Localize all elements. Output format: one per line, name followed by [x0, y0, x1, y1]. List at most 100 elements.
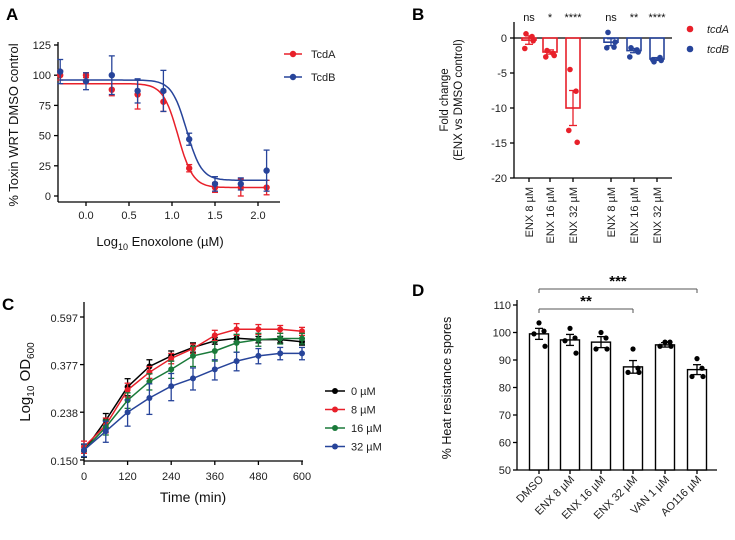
- b-significance-label: ns: [523, 12, 535, 24]
- d-point: [531, 331, 537, 337]
- c-point-16 µM: [255, 336, 262, 343]
- c-point-16 µM: [233, 339, 240, 346]
- c-point-16 µM: [299, 335, 305, 342]
- b-legend-label-tcdB: tcdB: [707, 44, 729, 56]
- d-point: [536, 320, 542, 326]
- a-point-TcdB: [57, 68, 64, 75]
- d-point: [542, 343, 548, 349]
- a-fit-curve-TcdB: [60, 79, 269, 182]
- panel-label-c: C: [2, 295, 14, 314]
- c-xtick-label: 120: [118, 471, 136, 483]
- b-point-tcdB: [658, 57, 664, 64]
- c-legend-label-8 µM: 8 µM: [351, 405, 376, 417]
- d-bar: [559, 339, 581, 471]
- b-point-tcdB: [612, 39, 618, 45]
- c-legend-marker-8 µM: [332, 406, 338, 413]
- c-point-16 µM: [277, 335, 284, 342]
- d-ytick-label: 60: [499, 438, 511, 450]
- b-ylabel-line1: Fold change: [439, 68, 451, 131]
- d-point: [630, 346, 636, 352]
- c-point-32 µM: [211, 366, 218, 373]
- b-xtick-label: ENX 32 µM: [652, 187, 664, 243]
- d-point: [689, 373, 695, 380]
- c-point-8 µM: [168, 355, 175, 362]
- b-point-tcdA: [573, 88, 579, 94]
- d-bar: [654, 344, 676, 471]
- d-point: [598, 329, 604, 336]
- a-point-TcdB: [134, 87, 141, 95]
- a-xlabel: Log10 Enoxolone (µM): [96, 234, 223, 252]
- a-legend-marker-TcdB: [289, 73, 297, 81]
- b-xtick-label: ENX 32 µM: [568, 187, 580, 243]
- c-xtick-label: 600: [293, 471, 311, 483]
- b-ytick-label: -20: [491, 173, 507, 185]
- a-legend-label-TcdA: TcdA: [311, 49, 336, 61]
- a-point-TcdB: [237, 180, 244, 188]
- a-point-TcdB: [160, 87, 167, 95]
- d-ytick-label: 70: [499, 410, 511, 422]
- c-point-32 µM: [102, 428, 109, 435]
- b-ytick-label: 0: [501, 33, 507, 45]
- b-legend-label-tcdA: tcdA: [707, 24, 729, 36]
- b-ytick-label: -5: [497, 68, 507, 80]
- c-point-32 µM: [124, 409, 131, 416]
- c-legend-label-32 µM: 32 µM: [351, 442, 382, 454]
- b-point-tcdB: [604, 45, 610, 51]
- c-point-16 µM: [146, 378, 153, 385]
- b-point-tcdB: [605, 29, 611, 36]
- c-point-32 µM: [299, 350, 305, 357]
- b-point-tcdB: [627, 54, 633, 60]
- c-point-32 µM: [190, 375, 196, 382]
- c-legend-label-16 µM: 16 µM: [351, 423, 382, 435]
- c-point-8 µM: [277, 326, 284, 333]
- b-xtick-label: ENX 16 µM: [545, 187, 557, 243]
- c-point-32 µM: [81, 447, 87, 454]
- a-xtick-label: 0.0: [78, 210, 93, 222]
- b-point-tcdA: [530, 38, 536, 44]
- a-xtick-label: 2.0: [250, 210, 265, 222]
- d-point: [573, 350, 579, 356]
- c-point-32 µM: [233, 358, 240, 365]
- a-point-TcdA: [186, 165, 193, 172]
- a-point-TcdB: [211, 180, 219, 188]
- d-significance-label: ***: [609, 273, 627, 290]
- a-xtick-label: 0.5: [121, 210, 136, 222]
- d-bar: [622, 366, 644, 471]
- d-point: [699, 365, 705, 371]
- d-point: [603, 335, 609, 341]
- c-ytick-label: 0.597: [50, 313, 78, 325]
- a-fit-curve-TcdA: [60, 82, 269, 189]
- d-point: [662, 339, 668, 345]
- a-ytick-label: 0: [45, 191, 51, 203]
- a-legend-marker-TcdA: [289, 50, 297, 58]
- b-legend-marker-tcdA: [686, 25, 694, 33]
- c-ytick-label: 0.150: [50, 456, 78, 468]
- b-point-tcdA: [522, 45, 528, 52]
- b-point-tcdA: [523, 31, 529, 37]
- b-point-tcdB: [650, 56, 656, 63]
- c-ytick-label: 0.377: [50, 361, 78, 373]
- c-point-32 µM: [255, 352, 262, 359]
- c-xtick-label: 240: [162, 471, 180, 483]
- d-ytick-label: 100: [493, 328, 511, 340]
- c-point-32 µM: [277, 350, 284, 357]
- c-point-8 µM: [255, 326, 262, 333]
- b-ylabel-line2: (ENX vs DMSO control): [453, 39, 465, 161]
- b-point-tcdA: [574, 139, 580, 146]
- a-ytick-label: 50: [39, 131, 51, 143]
- d-point: [572, 335, 578, 341]
- d-point: [667, 339, 673, 345]
- d-point: [636, 369, 642, 375]
- c-legend-marker-32 µM: [332, 443, 338, 450]
- b-xtick-label: ENX 16 µM: [629, 187, 641, 243]
- a-ytick-label: 125: [33, 40, 51, 52]
- panel-label-d: D: [412, 281, 424, 300]
- c-legend-label-0 µM: 0 µM: [351, 386, 376, 398]
- b-point-tcdA: [543, 54, 549, 60]
- b-xtick-label: ENX 8 µM: [524, 187, 536, 237]
- b-xtick-label: ENX 8 µM: [606, 187, 618, 237]
- d-point: [625, 369, 631, 375]
- b-ytick-label: -10: [491, 103, 507, 115]
- d-ylabel: % Heat resistance spores: [440, 317, 454, 459]
